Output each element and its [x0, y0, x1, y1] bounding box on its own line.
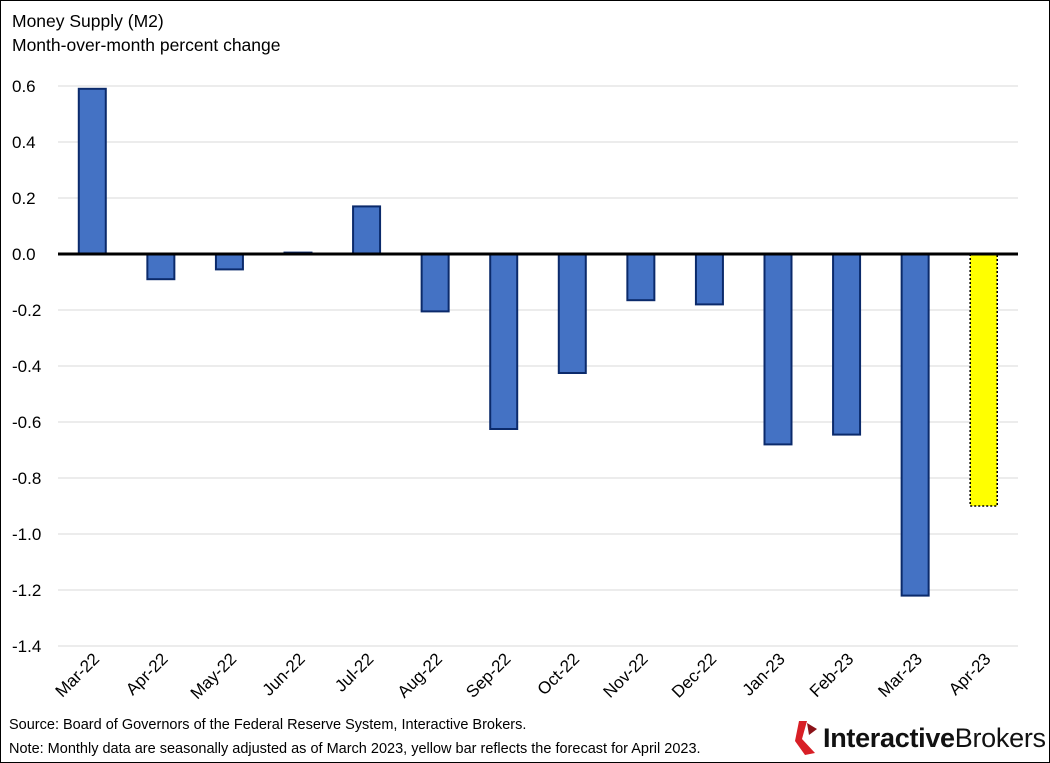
x-tick-label: May-22 — [187, 649, 241, 703]
data-bar — [352, 205, 382, 255]
x-tick-label: Apr-22 — [122, 649, 172, 699]
y-tick-label: 0.6 — [12, 77, 36, 96]
data-bar — [626, 253, 656, 302]
x-tick-label: Sep-22 — [462, 649, 514, 701]
y-tick-label: -1.0 — [12, 525, 41, 544]
y-tick-label: -1.4 — [12, 637, 41, 656]
x-tick-label: Oct-22 — [534, 649, 584, 699]
data-bar — [420, 253, 450, 313]
data-bar — [557, 253, 587, 374]
data-bar — [146, 253, 176, 281]
data-bar — [694, 253, 724, 306]
x-tick-label: Jun-22 — [259, 649, 309, 699]
data-bar — [763, 253, 793, 446]
y-tick-label: -0.4 — [12, 357, 41, 376]
x-tick-label: Dec-22 — [668, 649, 720, 701]
y-tick-label: -0.6 — [12, 413, 41, 432]
source-note: Source: Board of Governors of the Federa… — [9, 717, 527, 733]
chart-title: Money Supply (M2) — [12, 11, 164, 31]
y-tick-label: 0.0 — [12, 245, 36, 264]
data-bar — [489, 253, 519, 430]
x-tick-label: Mar-22 — [52, 649, 104, 701]
chart-footnotes: Source: Board of Governors of the Federa… — [9, 713, 701, 761]
y-tick-label: -1.2 — [12, 581, 41, 600]
data-bar — [900, 253, 930, 597]
y-tick-label: 0.4 — [12, 133, 36, 152]
x-tick-label: Aug-22 — [394, 649, 446, 701]
logo-word-interactive: Interactive — [823, 722, 955, 753]
logo-wordmark: InteractiveBrokers — [823, 723, 1046, 754]
x-tick-label: Mar-23 — [874, 649, 926, 701]
y-tick-label: -0.8 — [12, 469, 41, 488]
data-bar — [214, 253, 244, 271]
x-tick-label: Nov-22 — [599, 649, 651, 701]
chart-subtitle: Month-over-month percent change — [12, 35, 281, 55]
forecast-note: Note: Monthly data are seasonally adjust… — [9, 741, 701, 757]
logo-word-brokers: Brokers — [954, 722, 1046, 753]
interactive-brokers-logo-icon — [795, 721, 817, 755]
bar-chart: 0.6 0.4 0.2 0.0 -0.2 -0.4 -0.6 -0.8 -1.0 -1.2 -1.4… — [12, 77, 1018, 703]
x-tick-label: Jul-22 — [331, 649, 377, 695]
data-bar — [77, 87, 107, 255]
y-tick-label: 0.2 — [12, 189, 36, 208]
x-tick-label: Feb-23 — [806, 649, 858, 701]
interactive-brokers-logo: InteractiveBrokers — [793, 718, 1046, 758]
y-tick-label: -0.2 — [12, 301, 41, 320]
x-tick-label: Jan-23 — [739, 649, 789, 699]
chart-title-block: Money Supply (M2) Month-over-month perce… — [12, 9, 280, 57]
x-tick-label: Apr-23 — [945, 649, 995, 699]
data-bar — [832, 253, 862, 436]
forecast-bar — [969, 253, 999, 507]
